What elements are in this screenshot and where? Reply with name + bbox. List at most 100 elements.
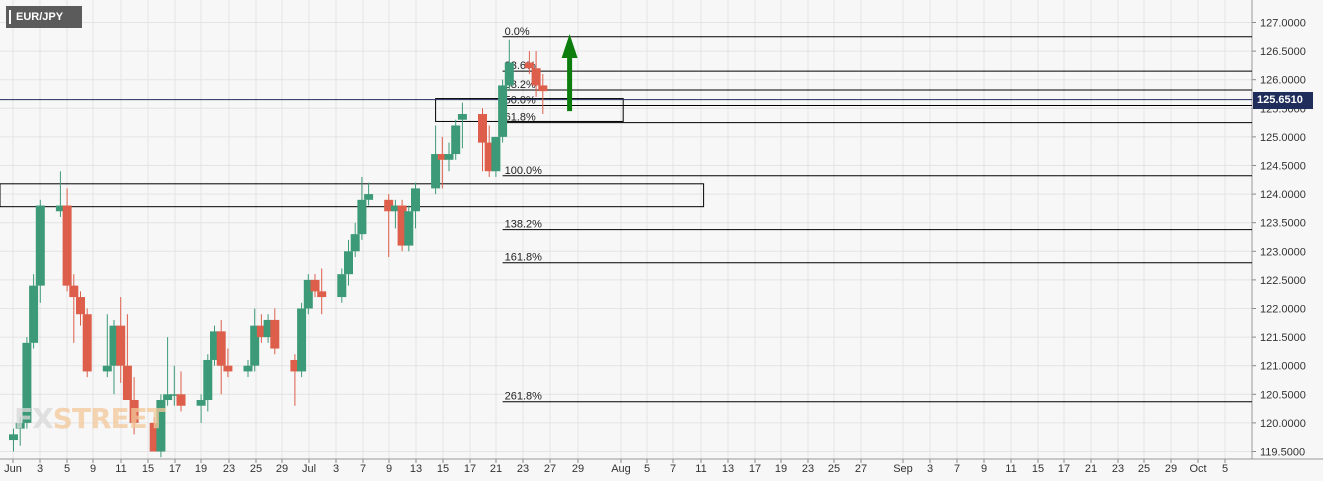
candle-body <box>344 251 353 275</box>
y-tick-label: 125.0000 <box>1260 132 1306 144</box>
x-tick-label: 25 <box>828 463 840 475</box>
candle <box>169 365 179 406</box>
x-tick-label: 11 <box>695 463 706 475</box>
candle-body <box>357 199 367 235</box>
candle <box>210 325 219 366</box>
x-tick-label: Jun <box>4 463 22 475</box>
candle <box>491 136 501 177</box>
candle-body <box>498 85 508 137</box>
candle <box>504 39 514 92</box>
candle <box>216 319 226 395</box>
x-tick-label: 5 <box>644 463 650 475</box>
candle-body <box>531 68 541 86</box>
candle-body <box>109 325 119 366</box>
x-tick-label: 9 <box>981 463 987 475</box>
candle <box>457 102 467 149</box>
fib-level-label: 61.8% <box>505 112 536 124</box>
candle <box>310 274 320 298</box>
candle-body <box>203 359 213 401</box>
candle <box>431 125 441 195</box>
candle-body <box>310 279 320 292</box>
candle-body <box>270 319 280 349</box>
x-tick-label: 7 <box>670 463 676 475</box>
candle-body <box>250 325 260 366</box>
candle <box>390 199 400 229</box>
y-tick-label: 123.5000 <box>1260 218 1306 230</box>
candle-body <box>149 422 159 452</box>
candle-body <box>317 291 327 298</box>
candle-body <box>350 234 360 252</box>
symbol-badge[interactable]: EUR/JPY <box>6 6 82 28</box>
candle <box>384 194 394 258</box>
candle <box>69 274 79 343</box>
candle-body <box>210 331 219 360</box>
candle-body <box>290 359 300 372</box>
fib-level-label: 50.0% <box>505 94 536 106</box>
candle <box>263 314 273 343</box>
candle-body <box>15 422 25 429</box>
candle-body <box>538 85 548 92</box>
fxstreet-watermark: FXSTREET <box>14 402 166 435</box>
x-tick-label: 29 <box>276 463 288 475</box>
x-tick-label: Aug <box>611 463 631 475</box>
x-tick-label: 11 <box>1005 463 1016 475</box>
arrow-up-icon <box>561 33 578 58</box>
x-tick-label: 13 <box>410 463 422 475</box>
candle <box>102 314 112 378</box>
candle <box>411 182 420 229</box>
candle-body <box>524 62 534 69</box>
candle <box>109 319 119 395</box>
candle <box>357 176 367 240</box>
fib-level-label: 261.8% <box>505 391 543 403</box>
fib-level-label: 100.0% <box>505 165 543 177</box>
candle <box>163 337 173 406</box>
x-tick-label: 27 <box>855 463 867 475</box>
candle-body <box>169 394 179 396</box>
x-tick-label: 23 <box>1112 463 1124 475</box>
candle-body <box>116 325 126 366</box>
candle-body <box>9 434 18 441</box>
candle-body <box>176 394 186 406</box>
candle <box>350 222 360 258</box>
x-tick-label: Sep <box>893 463 913 475</box>
candle <box>444 142 454 172</box>
x-tick-label: 5 <box>64 463 70 475</box>
candle <box>62 188 72 292</box>
candle <box>243 359 253 378</box>
candle <box>303 274 313 315</box>
candle <box>22 337 32 429</box>
x-tick-label: 29 <box>1165 463 1177 475</box>
y-tick-label: 127.0000 <box>1260 18 1306 30</box>
candle <box>156 394 166 458</box>
x-tick-label: 29 <box>572 463 584 475</box>
candle <box>364 182 374 206</box>
candle <box>29 274 39 349</box>
x-tick-label: 21 <box>490 463 502 475</box>
y-tick-label: 126.5000 <box>1260 46 1306 58</box>
x-tick-label: Oct <box>1189 463 1206 475</box>
y-tick-label: 122.0000 <box>1260 304 1306 316</box>
x-tick-label: 7 <box>360 463 366 475</box>
candle <box>404 205 414 252</box>
candle <box>9 428 18 452</box>
candle-body <box>196 400 206 406</box>
x-tick-label: 15 <box>142 463 154 475</box>
x-tick-label: 25 <box>250 463 262 475</box>
candle <box>317 268 327 315</box>
x-tick-label: 15 <box>1032 463 1044 475</box>
fib-level-label: 161.8% <box>505 252 543 264</box>
candle <box>538 73 548 115</box>
candle <box>484 125 494 177</box>
y-tick-label: 124.5000 <box>1260 161 1306 173</box>
candle <box>122 314 132 401</box>
candle-body <box>76 297 85 315</box>
candle-body <box>478 114 487 143</box>
x-tick-label: 7 <box>954 463 960 475</box>
y-tick-label: 119.5000 <box>1260 447 1305 459</box>
target-zone-125 <box>435 98 624 122</box>
candle-body <box>22 342 32 423</box>
y-tick-label: 120.5000 <box>1260 389 1306 401</box>
candle-body <box>82 314 92 372</box>
